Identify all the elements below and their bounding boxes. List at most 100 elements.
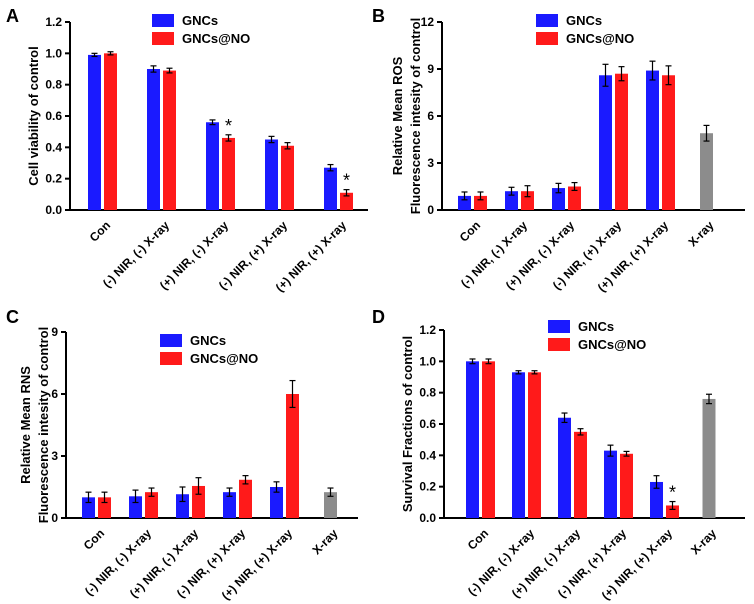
panel-c-ylabel: Relative Mean RNS <box>18 366 33 484</box>
panel-a-bar <box>163 70 176 210</box>
panel-a-significance-mark: * <box>343 171 350 191</box>
panel-c-bar <box>270 487 283 518</box>
panel-d-bar <box>558 417 571 518</box>
panel-d-legend-swatch <box>548 338 570 351</box>
panel-c-ytick-label: 9 <box>51 325 58 339</box>
panel-c-bar <box>176 494 189 518</box>
panel-c-bar <box>82 497 95 518</box>
panel-a-ytick-label: 0.8 <box>45 78 62 92</box>
panel-d-bar <box>574 431 587 518</box>
panel-c-category-label: X-ray <box>309 526 340 557</box>
panel-b-bar <box>505 191 518 210</box>
panel-b-legend-swatch <box>536 14 558 27</box>
panel-a-legend-swatch <box>152 14 174 27</box>
panel-d-bar <box>482 361 495 518</box>
panel-b-ylabel: Fluorescence intesity of control <box>408 18 423 215</box>
panel-b-bar <box>700 133 713 210</box>
panel-b-ylabel: Relative Mean ROS <box>390 56 405 175</box>
panel-a-ytick-label: 1.0 <box>45 46 62 60</box>
panel-b-letter: B <box>372 6 385 26</box>
panel-c-ylabel: Fluorescence intesity of control <box>36 327 51 524</box>
panel-a-bar <box>206 122 219 210</box>
panel-d-bar <box>620 453 633 518</box>
panel-a-bar <box>88 54 101 211</box>
panel-c-bar <box>324 492 337 518</box>
panel-b-bar <box>474 195 487 210</box>
panel-d-ytick-label: 0.2 <box>419 480 436 494</box>
panel-d-legend-swatch <box>548 320 570 333</box>
panel-d-category-label: Con <box>465 526 491 552</box>
panel-c-bar <box>192 485 205 518</box>
panel-a-bar <box>222 137 235 210</box>
panel-b-bar <box>662 75 675 211</box>
panel-b-legend-label: GNCs@NO <box>566 31 634 46</box>
panel-b-category-label: X-ray <box>685 218 716 249</box>
panel-d-letter: D <box>372 307 385 327</box>
panel-c-category-label: Con <box>81 526 107 552</box>
panel-a-significance-mark: * <box>225 116 232 136</box>
panel-b-bar <box>568 186 581 210</box>
panel-d-bar <box>512 372 525 518</box>
panel-d-ylabel: Survival Fractions of control <box>400 336 415 512</box>
panel-d-ytick-label: 0.4 <box>419 448 436 462</box>
panel-b-ytick-label: 6 <box>427 109 434 123</box>
panel-a-category-label: Con <box>87 218 113 244</box>
panel-a-legend-swatch <box>152 32 174 45</box>
panel-c-bar <box>239 479 252 518</box>
panel-b-legend-label: GNCs <box>566 13 602 28</box>
panel-d-ytick-label: 1.0 <box>419 354 436 368</box>
panel-a-ylabel: Cell viability of control <box>26 46 41 185</box>
panel-c-bar <box>286 394 299 518</box>
panel-c-legend-label: GNCs <box>190 333 226 348</box>
panel-c-ytick-label: 6 <box>51 387 58 401</box>
panel-a-ytick-label: 0.2 <box>45 172 62 186</box>
panel-d-significance-mark: * <box>669 483 676 503</box>
panel-b-category-label: Con <box>457 218 483 244</box>
panel-c-bar <box>145 492 158 518</box>
panel-d-ytick-label: 0.6 <box>419 417 436 431</box>
panel-d-bar <box>604 450 617 518</box>
panel-d-bar <box>466 361 479 518</box>
panel-c-letter: C <box>6 307 19 327</box>
panel-c-legend-swatch <box>160 334 182 347</box>
panel-b-legend-swatch <box>536 32 558 45</box>
panel-c-bar <box>98 497 111 518</box>
panel-a-bar <box>265 139 278 210</box>
panel-b-ytick-label: 12 <box>421 15 435 29</box>
panel-b-ytick-label: 3 <box>427 156 434 170</box>
panel-d-legend-label: GNCs <box>578 319 614 334</box>
panel-b-bar <box>646 70 659 210</box>
panel-a-bar <box>281 145 294 210</box>
panel-a-ytick-label: 1.2 <box>45 15 62 29</box>
panel-a-bar <box>147 69 160 210</box>
panel-c-legend-swatch <box>160 352 182 365</box>
panel-a-legend-label: GNCs <box>182 13 218 28</box>
panel-d-bar <box>666 505 679 518</box>
panel-b-bar <box>521 191 534 210</box>
panel-d-ytick-label: 0.0 <box>419 511 436 525</box>
panel-c-ytick-label: 3 <box>51 449 58 463</box>
panel-a-ytick-label: 0.6 <box>45 109 62 123</box>
panel-d-category-label: X-ray <box>688 526 719 557</box>
panel-a-letter: A <box>6 6 19 26</box>
panel-d-bar <box>528 372 541 518</box>
panel-c-ytick-label: 0 <box>51 511 58 525</box>
panel-c-legend-label: GNCs@NO <box>190 351 258 366</box>
panel-d-bar <box>702 398 716 518</box>
panel-d-ytick-label: 0.8 <box>419 386 436 400</box>
panel-d-bar <box>650 481 663 518</box>
panel-a-bar <box>104 53 117 211</box>
panel-b-ytick-label: 0 <box>427 203 434 217</box>
panel-d-legend-label: GNCs@NO <box>578 337 646 352</box>
panel-b-bar <box>615 73 628 210</box>
panel-c-bar <box>129 496 142 518</box>
panel-a-legend-label: GNCs@NO <box>182 31 250 46</box>
panel-b-bar <box>552 188 565 210</box>
panel-b-bar <box>458 195 471 210</box>
panel-b-ytick-label: 9 <box>427 62 434 76</box>
panel-a-bar <box>324 167 337 210</box>
panel-a-ytick-label: 0.0 <box>45 203 62 217</box>
panel-d-ytick-label: 1.2 <box>419 323 436 337</box>
